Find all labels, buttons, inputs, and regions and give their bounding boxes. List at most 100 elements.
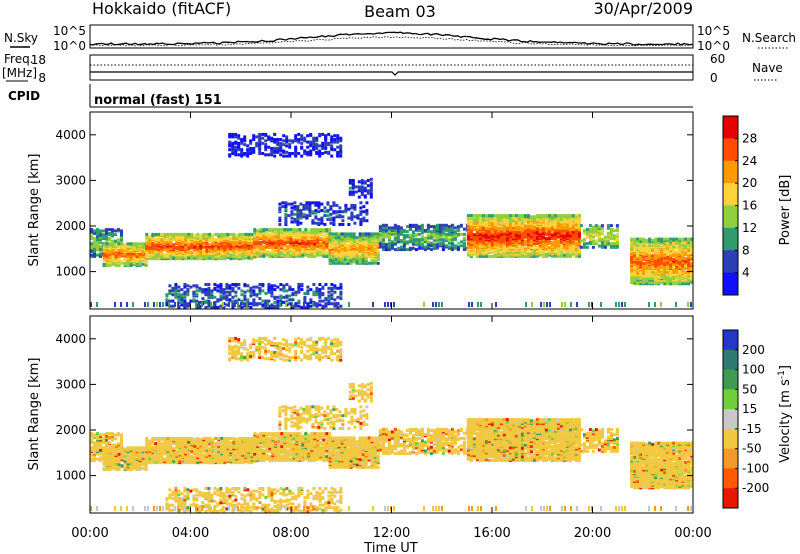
power-cell (302, 212, 306, 216)
power-cell (190, 245, 194, 249)
power-cell (264, 139, 268, 143)
power-cell (462, 232, 466, 236)
power-cell (517, 214, 521, 218)
power-cell (349, 251, 353, 255)
power-cell (681, 241, 685, 245)
power-cell (570, 302, 572, 307)
power-cell (576, 302, 578, 307)
power-cell (603, 235, 607, 239)
power-cell (387, 234, 391, 237)
power-cell (367, 235, 371, 238)
power-cell (234, 135, 238, 139)
power-cell (399, 248, 403, 252)
power-cell (306, 140, 310, 144)
power-cell (312, 139, 316, 143)
power-cell (231, 144, 235, 148)
power-data (90, 132, 694, 309)
power-cell (660, 264, 664, 268)
power-cell (207, 286, 211, 290)
power-cell (346, 237, 350, 241)
power-cell (648, 302, 650, 307)
power-cell (523, 219, 527, 223)
power-cell (336, 140, 340, 144)
power-cell (549, 302, 551, 307)
cpid-panel: CPID normal (fast) 151 (8, 84, 693, 108)
beam-title: Beam 03 (364, 2, 436, 21)
power-cell (547, 234, 551, 238)
power-cell (267, 153, 271, 157)
power-cell (687, 242, 691, 246)
power-cell (309, 140, 313, 144)
power-cell (208, 232, 212, 236)
power-cell (657, 237, 661, 241)
power-cell (309, 298, 313, 302)
power-cell (396, 230, 400, 234)
power-cell (435, 244, 439, 248)
power-cell (285, 135, 289, 139)
power-cell (328, 236, 332, 240)
power-cell (684, 267, 688, 270)
power-cell (326, 201, 330, 205)
power-cell (256, 248, 260, 252)
power-cell (283, 231, 287, 235)
power-cell (321, 304, 325, 308)
power-cell (243, 152, 247, 155)
power-cell (160, 252, 164, 256)
power-cell (654, 259, 658, 263)
power-cell (193, 234, 197, 238)
power-cell (432, 234, 436, 237)
power-cell (447, 241, 451, 245)
power-cell (351, 190, 355, 194)
power-cell (290, 212, 294, 216)
power-cell (270, 292, 274, 295)
power-cell (447, 237, 451, 241)
power-cell (262, 253, 266, 257)
power-cell (171, 286, 175, 290)
power-cell (336, 134, 340, 138)
power-cell (232, 248, 236, 252)
power-cell (168, 289, 172, 293)
power-cell (309, 143, 313, 147)
power-cell (270, 303, 274, 307)
power-cell (317, 203, 321, 207)
power-cell (271, 228, 275, 232)
power-cell (220, 232, 224, 236)
power-cell (114, 229, 117, 233)
power-cell (264, 292, 268, 295)
power-cell (274, 228, 278, 232)
power-cell (316, 251, 320, 255)
power-cell (252, 298, 256, 302)
power-cell (120, 242, 124, 246)
power-cell (562, 225, 566, 229)
power-cell (285, 144, 289, 148)
power-cell (438, 232, 442, 236)
power-cell (642, 272, 646, 276)
power-cell (369, 181, 373, 185)
power-cell (223, 232, 227, 236)
power-cell (523, 226, 527, 230)
power-cell (163, 238, 167, 242)
power-cell (274, 234, 278, 238)
power-cell (288, 302, 292, 306)
power-cell (480, 302, 482, 307)
power-cell (262, 228, 266, 232)
power-cell (264, 143, 268, 147)
power-cell (517, 230, 521, 234)
power-cell (264, 299, 268, 303)
power-cell (690, 275, 694, 279)
power-cell (267, 145, 271, 149)
power-cell (281, 205, 285, 209)
power-cell (297, 138, 301, 141)
power-cell (603, 242, 607, 245)
noise-traces (89, 31, 694, 47)
power-cell (666, 255, 670, 259)
power-cell (514, 216, 518, 220)
power-cell (666, 261, 670, 265)
power-cell (645, 277, 649, 281)
power-cell (523, 224, 527, 228)
power-cell (417, 245, 421, 249)
power-cell (315, 302, 319, 306)
power-cell (258, 297, 262, 301)
power-cell (288, 294, 292, 298)
